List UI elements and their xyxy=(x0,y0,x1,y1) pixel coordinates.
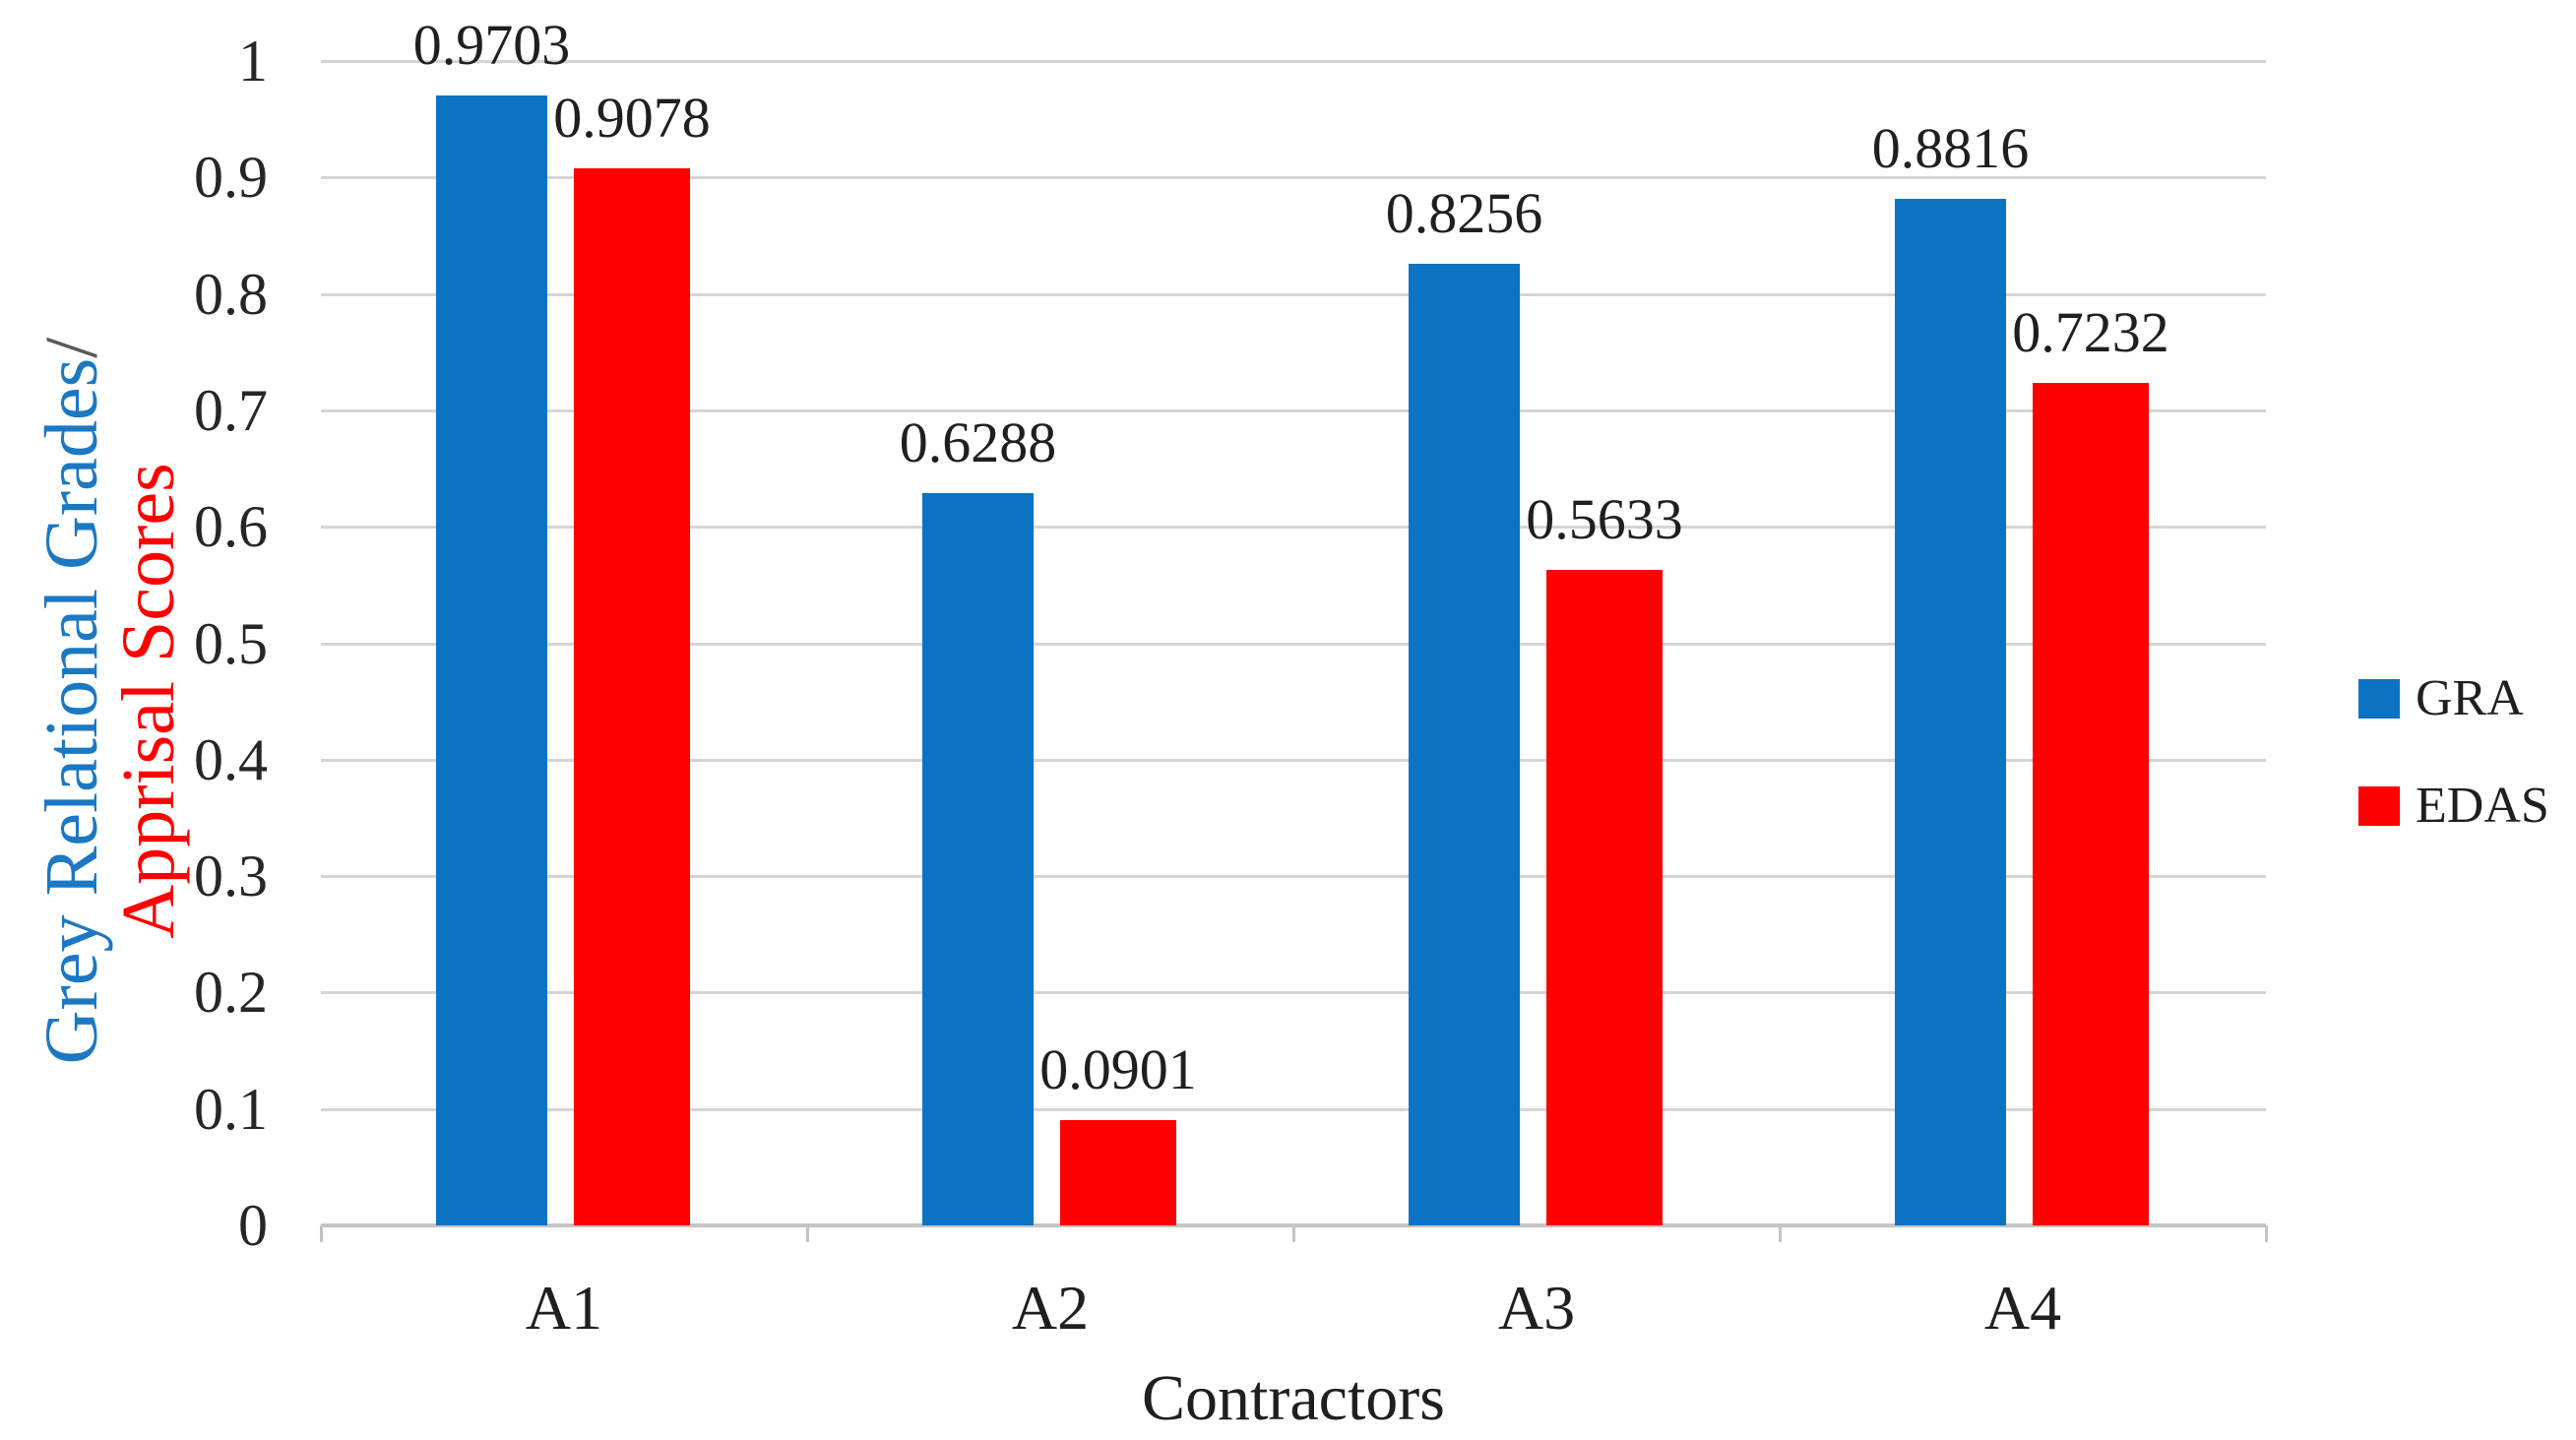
x-axis-title: Contractors xyxy=(1142,1362,1445,1434)
legend-label-gra: GRA xyxy=(2416,670,2524,726)
x-category-label-a1: A1 xyxy=(525,1273,603,1343)
data-label-edas-a2: 0.0901 xyxy=(1039,1037,1197,1102)
x-axis-tick xyxy=(806,1225,809,1242)
y-axis-title-gra-part: Grey Relational Grades xyxy=(31,357,113,1065)
y-tick-label: 0.7 xyxy=(194,377,268,443)
y-tick-label: 0.8 xyxy=(194,261,268,327)
bar-gra-a1 xyxy=(436,95,547,1225)
data-label-edas-a1: 0.9078 xyxy=(553,86,711,151)
x-category-label-a3: A3 xyxy=(1497,1273,1576,1343)
bar-gra-a3 xyxy=(1409,264,1520,1225)
bar-gra-a2 xyxy=(922,493,1034,1225)
legend-item-gra: GRA xyxy=(2358,673,2524,724)
gridline xyxy=(321,875,2266,879)
y-tick-label: 0.9 xyxy=(194,145,268,211)
bar-edas-a3 xyxy=(1546,569,1663,1225)
y-axis-title-line2: Apprisal Scores xyxy=(107,463,190,939)
data-label-gra-a2: 0.6288 xyxy=(899,410,1057,475)
y-axis-title-line1: Grey Relational Grades/ xyxy=(31,209,113,1193)
gridline xyxy=(321,176,2266,180)
y-tick-label: 0.4 xyxy=(194,726,268,792)
y-tick-label: 0.5 xyxy=(194,610,268,676)
legend-item-edas: EDAS xyxy=(2358,781,2549,832)
x-category-label-a4: A4 xyxy=(1983,1273,2062,1343)
legend-swatch-edas xyxy=(2358,786,2400,826)
y-axis-title-slash: / xyxy=(31,337,113,358)
y-tick-label: 0.6 xyxy=(194,494,268,560)
x-axis-tick xyxy=(2265,1225,2268,1242)
y-tick-label: 0.1 xyxy=(194,1076,268,1142)
y-tick-label: 0.3 xyxy=(194,844,268,909)
gridline xyxy=(321,642,2266,646)
x-axis-tick xyxy=(1779,1225,1782,1242)
y-tick-label: 0 xyxy=(238,1193,268,1258)
x-category-label-a2: A2 xyxy=(1011,1273,1090,1343)
y-tick-label: 0.2 xyxy=(194,960,268,1026)
data-label-edas-a4: 0.7232 xyxy=(2012,300,2169,365)
gridline xyxy=(321,60,2266,63)
x-axis-tick xyxy=(320,1225,323,1242)
bar-edas-a2 xyxy=(1060,1120,1176,1225)
data-label-gra-a1: 0.9703 xyxy=(412,13,571,78)
gridline xyxy=(321,758,2266,762)
bar-gra-a4 xyxy=(1895,199,2006,1225)
gridline xyxy=(321,991,2266,995)
legend-swatch-gra xyxy=(2358,679,2400,719)
bar-edas-a4 xyxy=(2033,383,2149,1225)
gridline xyxy=(321,1107,2266,1111)
x-axis-tick xyxy=(1292,1225,1295,1242)
legend-label-edas: EDAS xyxy=(2416,778,2549,834)
data-label-gra-a4: 0.8816 xyxy=(1871,116,2030,181)
y-tick-label: 1 xyxy=(238,29,268,94)
y-axis-title: Grey Relational Grades/ Apprisal Scores xyxy=(31,209,190,1193)
data-label-gra-a3: 0.8256 xyxy=(1385,181,1543,246)
gridline xyxy=(321,408,2266,412)
bar-edas-a1 xyxy=(574,168,690,1225)
gridline xyxy=(321,292,2266,296)
gridline xyxy=(321,526,2266,530)
data-label-edas-a3: 0.5633 xyxy=(1526,486,1683,551)
